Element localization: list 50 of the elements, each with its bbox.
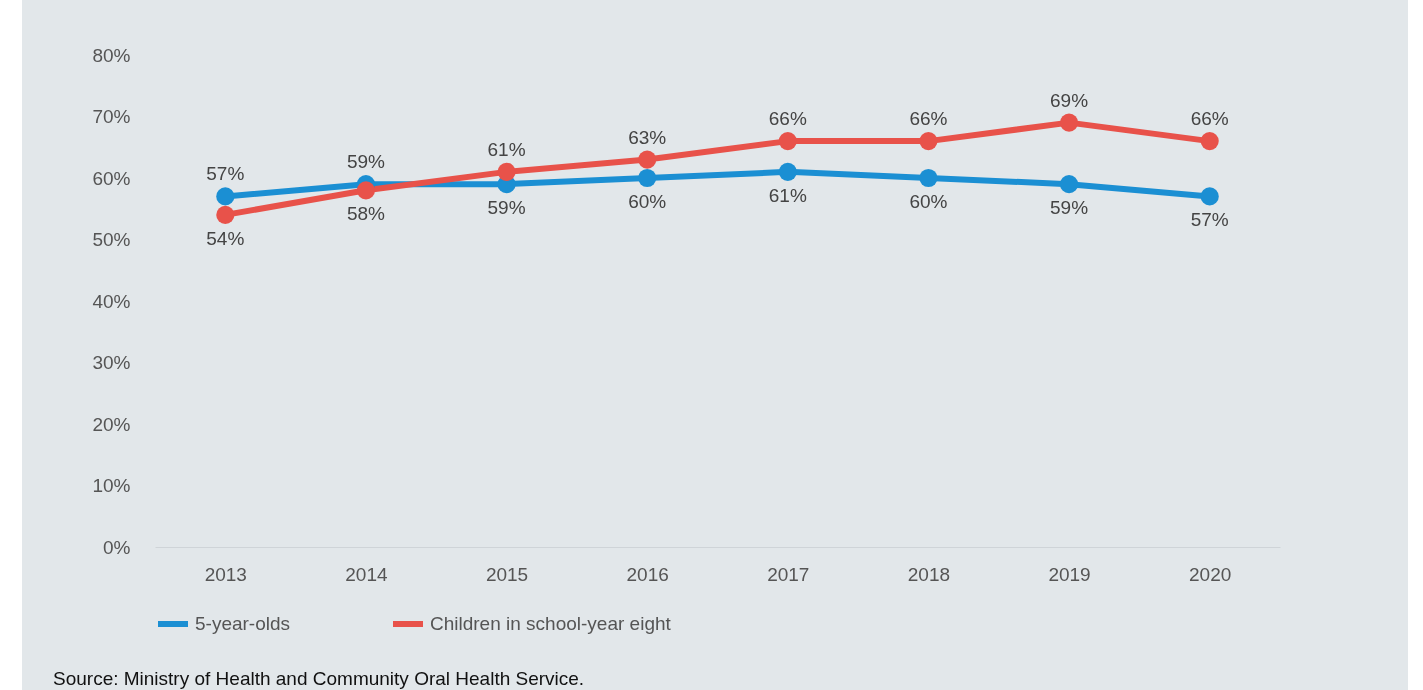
y-tick-label: 20% <box>92 413 131 435</box>
data-label: 66% <box>1190 108 1229 130</box>
x-tick-label: 2016 <box>626 563 669 585</box>
y-tick-label: 0% <box>103 536 131 558</box>
y-tick-label: 60% <box>92 167 131 189</box>
data-label: 58% <box>346 203 386 225</box>
data-label: 59% <box>1050 197 1089 219</box>
data-label: 61% <box>487 138 526 160</box>
point <box>919 168 938 188</box>
data-label: 60% <box>909 191 948 212</box>
data-label: 63% <box>628 126 667 148</box>
data-label: 60% <box>628 191 667 212</box>
point <box>1059 175 1079 194</box>
data-label: 57% <box>1190 209 1229 231</box>
data-label: 57% <box>206 163 245 185</box>
data-label: 59% <box>487 197 526 219</box>
point <box>638 168 657 188</box>
y-tick-label: 40% <box>92 290 131 312</box>
legend-label: Children in school-year eight <box>430 613 672 634</box>
x-tick-label: 2019 <box>1048 563 1091 585</box>
data-label: 69% <box>1050 89 1089 111</box>
y-tick-label: 10% <box>92 475 131 496</box>
x-tick-label: 2015 <box>485 563 529 585</box>
x-tick-label: 2017 <box>767 563 810 585</box>
point <box>1200 187 1219 206</box>
y-tick-label: 30% <box>92 352 131 373</box>
point <box>778 132 797 151</box>
data-label: 61% <box>768 184 807 206</box>
data-label: 66% <box>768 108 807 130</box>
point <box>497 162 516 181</box>
y-tick-label: 80% <box>92 44 131 66</box>
point <box>919 132 938 151</box>
x-tick-label: 2018 <box>907 563 951 585</box>
data-label: 66% <box>909 108 948 130</box>
point <box>778 162 797 181</box>
y-tick-label: 50% <box>92 229 131 250</box>
x-tick-label: 2020 <box>1189 563 1232 585</box>
point <box>216 205 235 224</box>
point <box>1200 132 1219 151</box>
data-label: 54% <box>206 227 245 249</box>
x-tick-label: 2014 <box>345 563 388 585</box>
legend-label: 5-year-olds <box>195 613 291 634</box>
source-note: Source: Ministry of Health and Community Oral Health Service. <box>53 668 585 690</box>
data-label: 59% <box>346 151 386 173</box>
point <box>638 150 657 169</box>
point <box>1059 113 1079 132</box>
x-tick-label: 2013 <box>204 563 247 585</box>
y-tick-label: 70% <box>92 106 131 127</box>
point <box>216 187 235 206</box>
point <box>356 181 376 200</box>
